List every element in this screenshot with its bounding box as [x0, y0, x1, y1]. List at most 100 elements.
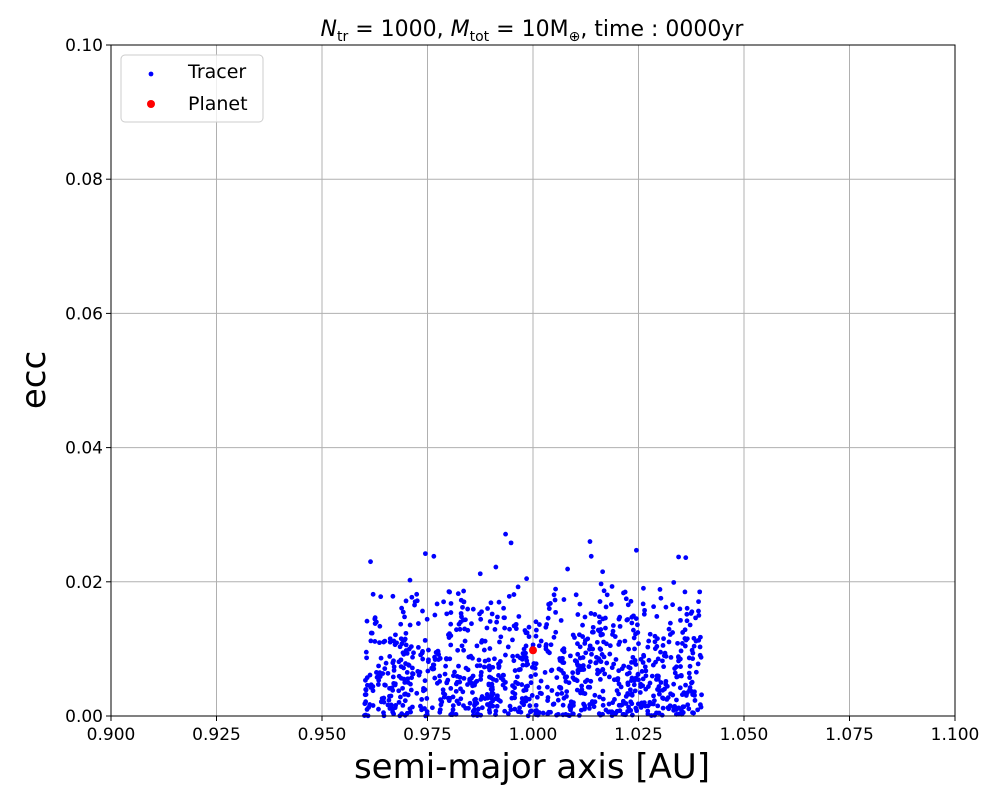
tracer-point	[587, 684, 593, 690]
tracer-point	[386, 697, 392, 703]
tracer-point	[536, 643, 542, 649]
tracer-point	[511, 658, 517, 664]
tracer-point	[679, 641, 685, 646]
tracer-point	[368, 559, 373, 565]
tracer-point	[405, 692, 411, 698]
tracer-point	[548, 642, 554, 648]
tracer-point	[488, 600, 494, 606]
tracer-point	[564, 674, 570, 680]
tracer-point	[422, 551, 428, 557]
tracer-point	[629, 712, 635, 718]
tracer-point	[533, 619, 539, 625]
tracer-point	[664, 696, 670, 702]
legend-tracer-label: Tracer	[187, 61, 246, 83]
tracer-point	[568, 707, 573, 713]
tracer-point	[469, 621, 474, 627]
tracer-point	[454, 627, 459, 633]
tracer-point	[637, 690, 643, 695]
tracer-point	[426, 657, 431, 663]
tracer-point	[387, 654, 393, 659]
tracer-point	[513, 621, 519, 627]
tracer-point	[685, 702, 691, 708]
tracer-point	[654, 644, 660, 649]
tracer-point	[571, 677, 577, 682]
tracer-point	[575, 651, 581, 657]
tracer-point	[629, 620, 635, 626]
tracer-point	[466, 705, 471, 711]
tracer-point	[616, 642, 622, 647]
x-tick-label: 1.100	[931, 725, 980, 745]
tracer-point	[363, 677, 368, 683]
tracer-point	[619, 666, 625, 672]
tracer-point	[474, 710, 480, 716]
tracer-point	[396, 673, 402, 679]
tracer-point	[597, 694, 602, 700]
tracer-point	[500, 682, 506, 688]
tracer-point	[532, 665, 538, 671]
tracer-point	[411, 650, 416, 656]
legend-box	[120, 54, 264, 123]
tracer-point	[391, 711, 397, 717]
tracer-point	[564, 693, 569, 699]
tracer-point	[399, 605, 405, 611]
tracer-point	[523, 662, 529, 668]
tracer-point	[487, 619, 493, 624]
tracer-point	[400, 685, 405, 691]
tracer-point	[461, 647, 467, 653]
tracer-point	[655, 636, 660, 641]
tracer-point	[486, 657, 491, 663]
x-tick-label: 1.075	[825, 725, 874, 745]
tracer-point	[622, 638, 628, 644]
tracer-point	[697, 652, 703, 658]
tracer-point	[520, 662, 526, 668]
tracer-point	[461, 675, 467, 681]
tracer-point	[632, 678, 638, 683]
tracer-point	[409, 594, 415, 600]
tracer-point	[465, 682, 470, 687]
tracer-point	[668, 691, 674, 697]
tracer-point	[444, 611, 450, 617]
tracer-point	[455, 647, 461, 653]
tracer-point	[554, 675, 560, 680]
tracer-point	[461, 588, 467, 594]
tracer-point	[634, 622, 640, 628]
tracer-point	[571, 700, 576, 706]
tracer-point	[437, 679, 443, 684]
tracer-point	[497, 639, 502, 645]
tracer-point	[629, 659, 634, 665]
tracer-point	[521, 702, 527, 708]
tracer-point	[451, 673, 456, 679]
tracer-point	[610, 628, 616, 634]
tracer-point	[684, 636, 690, 642]
tracer-point	[646, 657, 652, 663]
tracer-point	[422, 637, 428, 643]
tracer-point	[523, 650, 528, 656]
tracer-point	[489, 611, 495, 617]
tracer-point	[629, 701, 635, 707]
tracer-point	[616, 702, 622, 708]
tracer-point	[676, 655, 681, 660]
tracer-point	[390, 706, 396, 712]
tracer-point	[608, 602, 614, 607]
tracer-point	[676, 711, 682, 717]
tracer-point	[606, 674, 612, 680]
tracer-point	[640, 676, 646, 682]
tracer-point	[632, 646, 637, 652]
tracer-point	[636, 641, 641, 647]
tracer-point	[391, 668, 397, 673]
tracer-point	[674, 697, 679, 703]
tracer-point	[391, 681, 397, 686]
tracer-point	[639, 668, 645, 674]
tracer-point	[655, 703, 661, 709]
tracer-point	[600, 667, 606, 672]
tracer-point	[603, 625, 608, 631]
tracer-point	[606, 701, 612, 707]
tracer-point	[450, 703, 456, 708]
tracer-point	[544, 684, 550, 690]
tracer-point	[697, 702, 703, 708]
tracer-point	[544, 622, 550, 627]
tracer-point	[528, 674, 534, 679]
tracer-point	[481, 664, 487, 670]
tracer-point	[526, 696, 532, 702]
x-tick-label: 0.925	[192, 725, 241, 745]
